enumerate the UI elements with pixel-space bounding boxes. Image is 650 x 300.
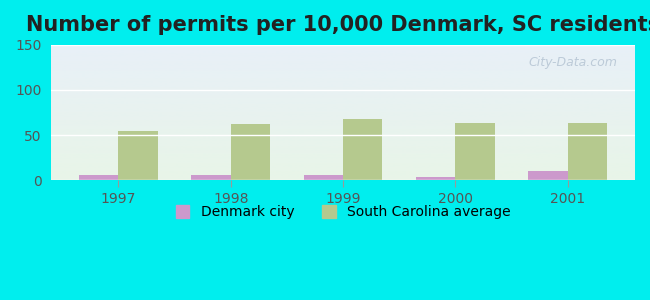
Bar xyxy=(416,178,456,180)
Bar xyxy=(79,175,118,180)
Bar xyxy=(231,124,270,180)
Text: City-Data.com: City-Data.com xyxy=(528,56,618,69)
Bar xyxy=(118,130,158,180)
Bar xyxy=(456,123,495,180)
Title: Number of permits per 10,000 Denmark, SC residents: Number of permits per 10,000 Denmark, SC… xyxy=(26,15,650,35)
Bar xyxy=(343,119,382,180)
Bar xyxy=(528,171,567,180)
Bar xyxy=(192,175,231,180)
Bar xyxy=(304,175,343,180)
Legend: Denmark city, South Carolina average: Denmark city, South Carolina average xyxy=(170,200,516,225)
Bar xyxy=(567,123,607,180)
